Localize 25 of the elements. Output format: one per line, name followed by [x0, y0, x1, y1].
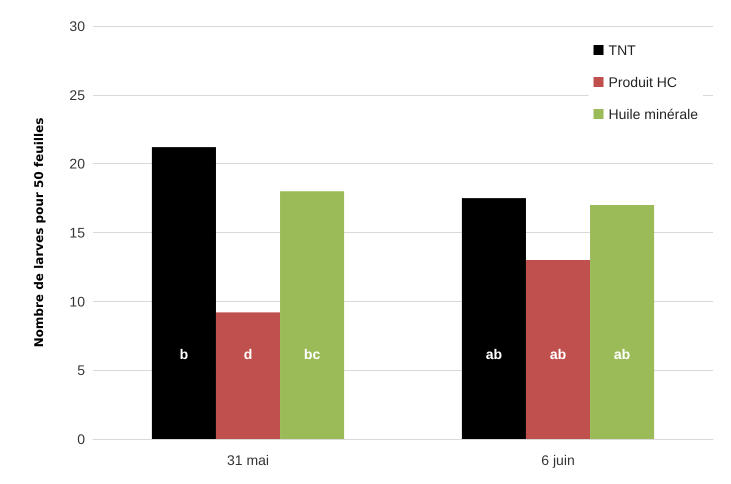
- bar: [590, 204, 654, 439]
- bar: [280, 191, 344, 439]
- legend-label: Huile minérale: [608, 106, 698, 122]
- data-label: ab: [550, 346, 566, 362]
- bar: [216, 312, 280, 439]
- y-tick-label: 25: [69, 86, 86, 103]
- bar: [462, 198, 526, 439]
- legend-label: TNT: [608, 42, 636, 58]
- y-tick-label: 20: [69, 156, 86, 172]
- y-tick-label: 30: [69, 18, 86, 34]
- data-label: ab: [614, 346, 630, 362]
- data-label: ab: [486, 346, 502, 362]
- data-label: d: [244, 346, 252, 362]
- y-tick-label: 5: [77, 362, 86, 378]
- y-axis-title: Nombre de larves pour 50 feuilles: [32, 118, 46, 348]
- x-tick-label: 6 juin: [541, 452, 575, 468]
- y-tick-label: 15: [69, 224, 86, 240]
- data-label: b: [180, 346, 188, 362]
- y-tick-label: 10: [69, 293, 86, 310]
- data-label: bc: [304, 346, 320, 362]
- legend-label: Produit HC: [608, 74, 677, 90]
- y-tick-label: 0: [77, 431, 86, 447]
- bar: [152, 147, 216, 439]
- x-tick-label: 31 mai: [226, 452, 270, 468]
- bar: [526, 260, 590, 439]
